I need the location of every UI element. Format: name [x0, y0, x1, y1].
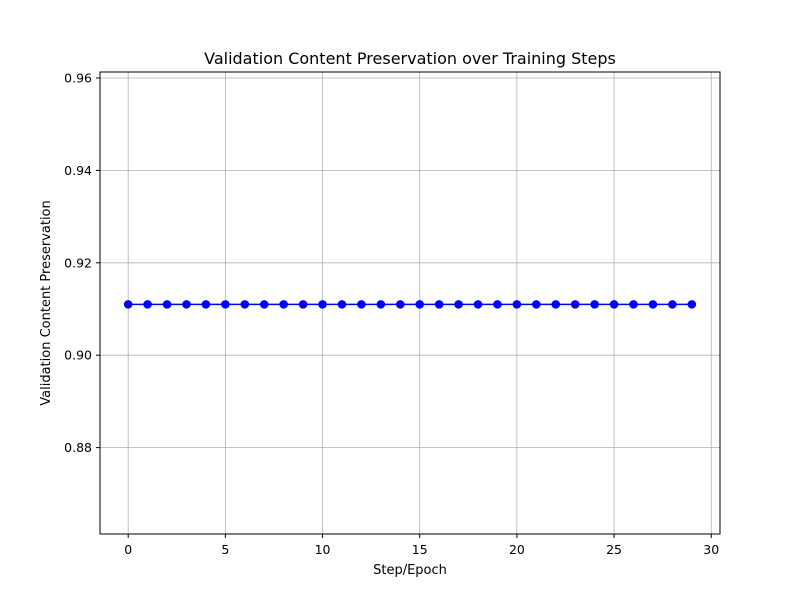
data-point — [279, 300, 288, 309]
x-tick-label: 15 — [412, 542, 428, 557]
data-point — [415, 300, 425, 309]
x-tick-label: 20 — [509, 542, 525, 557]
data-point — [434, 300, 444, 309]
data-point — [123, 300, 133, 309]
y-tick-label: 0.90 — [64, 348, 92, 363]
data-point — [648, 300, 658, 309]
x-axis-label: Step/Epoch — [373, 563, 447, 578]
data-point — [357, 300, 366, 309]
data-point — [493, 300, 502, 309]
data-point — [668, 300, 677, 309]
data-point — [162, 300, 172, 309]
data-point — [551, 300, 561, 309]
x-tick-label: 0 — [124, 542, 132, 557]
data-point — [376, 300, 386, 309]
series — [123, 300, 697, 309]
data-point — [687, 300, 697, 309]
data-point — [454, 300, 463, 309]
chart-title: Validation Content Preservation over Tra… — [204, 49, 616, 68]
axis-ticks: 0 5 10 15 20 25 30 0.88 0.90 0.92 0.94 0.96 — [64, 71, 719, 557]
data-point — [473, 300, 483, 309]
data-point — [143, 300, 152, 309]
x-tick-label: 5 — [221, 542, 229, 557]
data-point — [512, 300, 522, 309]
data-point — [629, 300, 638, 309]
data-point — [221, 300, 230, 309]
data-point — [298, 300, 308, 309]
data-point — [532, 300, 541, 309]
y-tick-label: 0.94 — [64, 163, 92, 178]
data-point — [337, 300, 347, 309]
data-point — [201, 300, 211, 309]
data-point — [182, 300, 191, 309]
y-tick-label: 0.88 — [64, 440, 92, 455]
data-point — [259, 300, 269, 309]
x-tick-label: 25 — [606, 542, 622, 557]
y-tick-label: 0.92 — [64, 255, 92, 270]
data-point — [570, 300, 580, 309]
x-tick-label: 30 — [703, 542, 719, 557]
y-tick-label: 0.96 — [64, 71, 92, 86]
plot-area-frame — [99, 71, 721, 535]
data-point — [240, 300, 250, 309]
data-point — [318, 300, 327, 309]
y-axis-label: Validation Content Preservation — [39, 200, 54, 406]
x-tick-label: 10 — [315, 542, 331, 557]
data-point — [395, 300, 405, 309]
data-point — [609, 300, 619, 309]
data-point — [590, 300, 599, 309]
